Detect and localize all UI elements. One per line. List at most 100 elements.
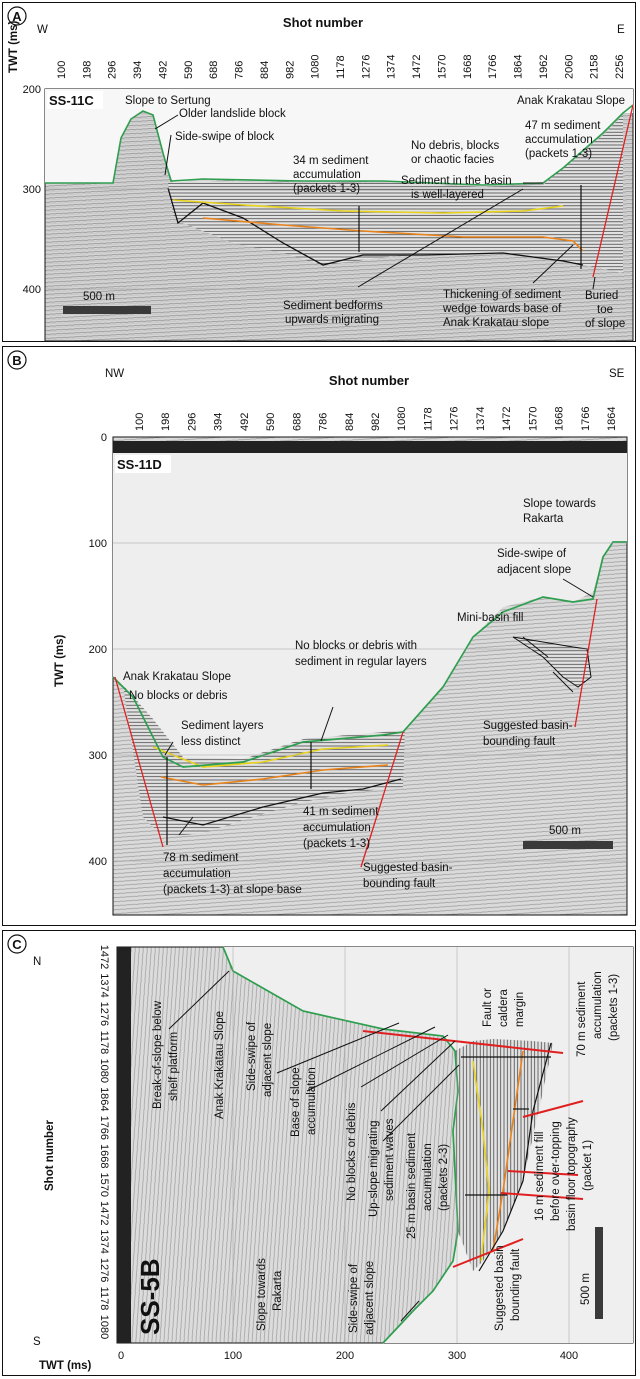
- panel-c-note-acc25-2: accumulation: [422, 1143, 434, 1211]
- panel-a-note-anak-slope: Anak Krakatau Slope: [517, 95, 625, 107]
- panel-c-note-no-debris: No blocks or debris: [346, 1102, 358, 1201]
- panel-c-dir-bottom: S: [33, 1336, 41, 1348]
- panel-b-note-rakarta-2: Rakarta: [523, 513, 564, 525]
- panel-a-dir-right: E: [617, 24, 625, 36]
- shot-tick-b-1: 198: [160, 413, 172, 431]
- panel-b-dir-left: NW: [105, 368, 124, 380]
- shot-tick-b-13: 1374: [475, 407, 487, 431]
- panel-b-note-acc78-2: accumulation: [163, 868, 231, 880]
- panel-b-twt-0: 0: [101, 432, 107, 444]
- panel-c-twt-400: 400: [560, 1350, 578, 1362]
- panel-b-shot-ticks: 100 198 296 394 492 590 688 786 884 982 1080 1178 12…: [134, 407, 618, 431]
- panel-c-note-acc70-2: accumulation: [592, 971, 604, 1039]
- shot-tick-c-8: 1570: [98, 1172, 110, 1196]
- panel-a-note-thick-2: wedge towards base of: [442, 303, 562, 315]
- shot-tick-a-14: 1472: [411, 55, 423, 79]
- shot-tick-b-15: 1570: [527, 407, 539, 431]
- panel-a-horizon-orange: [202, 217, 584, 252]
- panel-c-svg: C N S Shot number TWT (ms) 1472137412761…: [7, 934, 634, 1372]
- panel-b-note-less-distinct-1: Sediment layers: [181, 720, 264, 732]
- panel-b-note-mini-basin: Mini-basin fill: [457, 612, 523, 624]
- panel-b-note-side-swipe-2: adjacent slope: [497, 564, 571, 576]
- panel-c-note-fault2-1: Suggested basin: [494, 1245, 506, 1331]
- panel-b-seafloor: [112, 541, 627, 768]
- panel-b-seafloor-band: [113, 441, 627, 453]
- panel-c-note-anak-slope: Anak Krakatau Slope: [214, 1011, 226, 1119]
- panel-a-note-toe-2: toe: [597, 304, 613, 316]
- panel-c-twt-0: 0: [118, 1350, 124, 1362]
- panel-c-letter: C: [12, 937, 22, 952]
- panel-c-twt-200: 200: [336, 1350, 354, 1362]
- shot-tick-b-16: 1668: [554, 407, 566, 431]
- panel-c-gridlines: [232, 947, 570, 1343]
- panel-a-note-thick-3: Anak Krakatau slope: [443, 317, 549, 329]
- shot-tick-a-1: 198: [81, 61, 93, 79]
- panel-a-dir-left: W: [37, 24, 48, 36]
- panel-c-scale-bar: [595, 1227, 603, 1319]
- panel-a-basin-fill: [168, 115, 623, 273]
- panel-c-note-base-acc-2: accumulation: [306, 1067, 318, 1135]
- panel-c-note-acc70-3: (packets 1-3): [608, 974, 620, 1041]
- shot-tick-a-21: 2158: [589, 55, 601, 79]
- panel-a-basin-floor: [167, 187, 584, 266]
- panel-c-note-upslope-2: sediment waves: [384, 1118, 396, 1201]
- panel-a-line-box: [47, 91, 103, 109]
- shot-tick-a-8: 884: [259, 61, 271, 79]
- panel-a-x-title: Shot number: [283, 15, 363, 30]
- shot-tick-c-5: 1864: [98, 1087, 110, 1111]
- panel-c-note-acc25-3: (packets 2-3): [438, 1144, 450, 1211]
- panel-a-badge: [7, 6, 27, 26]
- panel-b-horizon-orange: [160, 764, 389, 786]
- panel-c-scale-label: 500 m: [580, 1273, 592, 1305]
- panel-a-note-acc47-1: 47 m sediment: [525, 120, 601, 132]
- panel-a-note-acc47-3: (packets 1-3): [525, 148, 592, 160]
- shot-tick-a-6: 688: [208, 61, 220, 79]
- shot-tick-c-3: 1178: [98, 1031, 110, 1055]
- shot-tick-a-4: 492: [158, 61, 170, 79]
- panel-b-horizon-yellow: [152, 744, 389, 768]
- shot-tick-a-12: 1276: [360, 55, 372, 79]
- panel-a-note-older-block: Older landslide block: [179, 108, 286, 120]
- shot-tick-c-10: 1374: [98, 1229, 110, 1253]
- panel-b-scale-label: 500 m: [549, 825, 581, 837]
- panel-b-note-fault-1: Suggested basin-: [363, 862, 453, 874]
- panel-c-x-title: TWT (ms): [39, 1360, 92, 1372]
- panel-c-note-upslope-1: Up-slope migrating: [368, 1120, 380, 1217]
- panel-a-note-acc34-1: 34 m sediment: [293, 155, 369, 167]
- panel-b-svg: B NW SE Shot number TWT (ms) 100 198 296 39…: [7, 350, 628, 916]
- panel-b-note-acc78-1: 78 m sediment: [163, 852, 239, 864]
- panel-a-note-acc47-2: accumulation: [525, 134, 593, 146]
- panel-b-letter: B: [12, 353, 21, 368]
- panel-a-note-slope-sertung: Slope to Sertung: [125, 95, 211, 107]
- panel-c-note-fault-1: Fault or: [482, 988, 494, 1027]
- shot-tick-b-2: 296: [186, 413, 198, 431]
- panel-b-line-box: [115, 455, 171, 473]
- panel-b-note-fault2-2: bounding fault: [483, 736, 556, 748]
- panel-a-water: [45, 89, 633, 185]
- panel-b-note-acc41-2: accumulation: [303, 822, 371, 834]
- panel-b-note-no-debris: No blocks or debris: [129, 690, 228, 702]
- panel-c-note-acc16-1: 16 m sediment fill: [534, 1132, 546, 1221]
- panel-b-fault-left: [114, 676, 164, 848]
- panel-b-twt-300: 300: [89, 750, 107, 762]
- panel-b-line-name: SS-11D: [117, 457, 162, 472]
- panel-c-seafloor-band: [117, 947, 131, 1343]
- shot-tick-b-4: 492: [239, 413, 251, 431]
- panel-a-note-acc34-2: accumulation: [293, 169, 361, 181]
- panel-c-seafloor: [222, 946, 459, 1344]
- shot-tick-a-19: 1962: [538, 55, 550, 79]
- shot-tick-b-9: 982: [370, 413, 382, 431]
- panel-c-arrows: [168, 970, 460, 1322]
- panel-b-note-fault-2: bounding fault: [363, 878, 436, 890]
- panel-b-note-acc41-1: 41 m sediment: [303, 806, 379, 818]
- panel-c-horizon-yellow: [472, 1060, 490, 1262]
- shot-tick-a-11: 1178: [335, 55, 347, 79]
- panel-a-scale-bar: [63, 306, 151, 314]
- panel-b: B NW SE Shot number TWT (ms) 100 198 296 39…: [2, 346, 636, 926]
- panel-b-note-acc41-3: (packets 1-3): [303, 838, 370, 850]
- panel-c: C N S Shot number TWT (ms) 1472 1374 1276 1…: [2, 930, 636, 1376]
- panel-a-note-toe-3: of slope: [585, 318, 625, 330]
- panel-c-note-side-swipe2-2: adjacent slope: [364, 1261, 376, 1335]
- panel-c-note-rakarta-1: Slope towards: [256, 1258, 268, 1331]
- shot-tick-b-10: 1080: [396, 407, 408, 431]
